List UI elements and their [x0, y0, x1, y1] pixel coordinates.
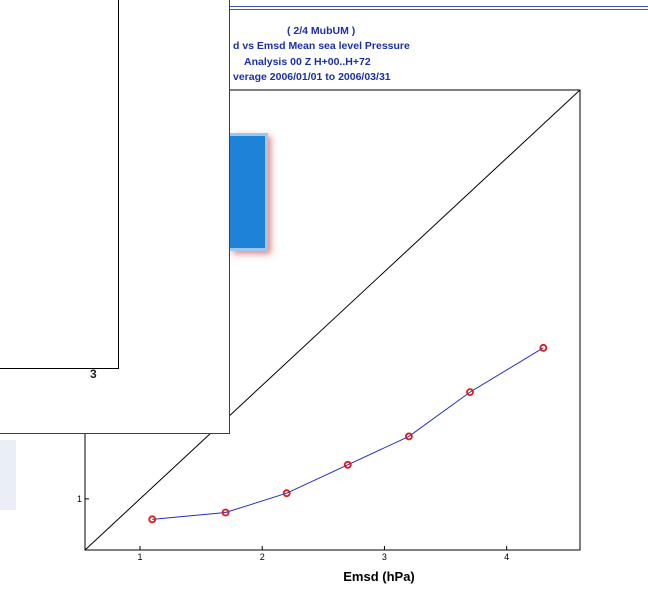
y-tick-label: 1	[77, 494, 82, 504]
x-axis-label: Emsd (hPa)	[343, 569, 415, 584]
overlapping-tick-label: 3	[90, 367, 97, 381]
x-tick-label: 3	[382, 552, 387, 562]
chart-layer: 1 2 3 4 1	[77, 89, 581, 562]
data-point	[466, 388, 474, 397]
top-rule-secondary	[230, 9, 648, 10]
chart-title-line-4: verage 2006/01/01 to 2006/03/31	[233, 71, 391, 83]
top-rule	[230, 6, 648, 7]
x-tick-label: 2	[260, 552, 265, 562]
diagonal-reference-line	[84, 89, 581, 551]
overlapping-plot-frame	[0, 0, 119, 369]
series-line	[152, 347, 544, 520]
chart-title-line-2: d vs Emsd Mean sea level Pressure	[233, 40, 410, 52]
data-point	[221, 508, 230, 517]
overlapping-chart-panel: 3	[0, 0, 230, 434]
slide-edge-strip	[0, 440, 16, 510]
data-point	[539, 343, 548, 352]
chart-title-line-3: Analysis 00 Z H+00..H+72	[244, 56, 371, 68]
data-point	[404, 432, 413, 441]
data-point	[148, 515, 157, 524]
highlight-box	[230, 133, 268, 251]
x-tick-label: 4	[504, 552, 509, 562]
data-point	[282, 489, 291, 498]
data-point	[343, 460, 352, 469]
chart-title-line-1: ( 2/4 MubUM )	[287, 25, 356, 37]
x-tick-label: 1	[137, 552, 142, 562]
